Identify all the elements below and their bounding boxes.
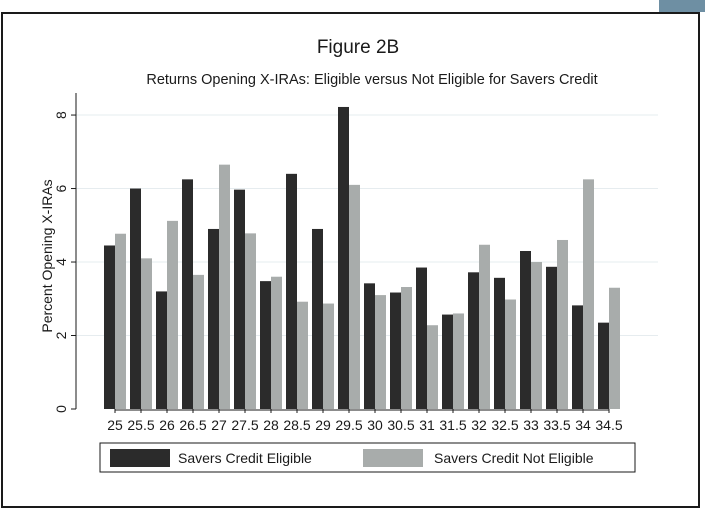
x-tick-label: 33 xyxy=(523,417,539,433)
bar-eligible-32 xyxy=(468,272,479,409)
x-ticks: 25 25.5 26 26.5 27 27.5 28 28.5 29 29.5 30 30.5 31 31… xyxy=(107,409,623,433)
bar-not-eligible-27.5 xyxy=(245,233,256,409)
bar-eligible-25 xyxy=(104,245,115,409)
x-tick-label: 28 xyxy=(263,417,279,433)
bar-eligible-29.5 xyxy=(338,106,349,409)
x-tick-label: 34.5 xyxy=(595,417,622,433)
bar-eligible-33.5 xyxy=(546,266,557,409)
x-tick-label: 29 xyxy=(315,417,331,433)
x-tick-label: 29.5 xyxy=(335,417,362,433)
legend-box xyxy=(99,442,636,473)
bar-not-eligible-25 xyxy=(115,233,126,409)
bar-eligible-29 xyxy=(312,228,323,409)
x-tick-label: 31 xyxy=(419,417,435,433)
bar-not-eligible-26.5 xyxy=(193,274,204,409)
y-tick-label: 2 xyxy=(53,331,69,339)
bar-not-eligible-30 xyxy=(375,295,386,409)
bar-eligible-34.5 xyxy=(598,322,609,409)
chart-title: Figure 2B xyxy=(317,37,399,58)
x-tick-label: 32 xyxy=(471,417,487,433)
bar-not-eligible-28.5 xyxy=(297,301,308,409)
legend-label-not-eligible: Savers Credit Not Eligible xyxy=(434,450,594,466)
bar-not-eligible-30.5 xyxy=(401,287,412,409)
bar-not-eligible-31 xyxy=(427,325,438,409)
bar-eligible-28.5 xyxy=(286,173,297,409)
bar-eligible-31 xyxy=(416,267,427,409)
bar-eligible-27.5 xyxy=(234,189,245,409)
x-tick-label: 27.5 xyxy=(231,417,258,433)
bar-not-eligible-26 xyxy=(167,220,178,409)
bar-eligible-31.5 xyxy=(442,314,453,409)
x-tick-label: 26.5 xyxy=(179,417,206,433)
bar-not-eligible-34.5 xyxy=(609,287,620,409)
x-tick-label: 33.5 xyxy=(543,417,570,433)
legend: Savers Credit Eligible Savers Credit Not… xyxy=(99,442,636,473)
x-tick-label: 26 xyxy=(159,417,175,433)
bar-not-eligible-34 xyxy=(583,179,594,409)
bars xyxy=(104,106,620,409)
x-tick-label: 25 xyxy=(107,417,123,433)
bar-eligible-28 xyxy=(260,281,271,409)
bar-not-eligible-29 xyxy=(323,303,334,409)
x-tick-label: 32.5 xyxy=(491,417,518,433)
chart-subtitle: Returns Opening X-IRAs: Eligible versus … xyxy=(146,72,597,88)
bar-eligible-26 xyxy=(156,291,167,409)
y-ticks: 0 2 4 6 8 xyxy=(53,111,76,413)
bar-eligible-32.5 xyxy=(494,277,505,409)
y-tick-label: 0 xyxy=(53,405,69,413)
x-tick-label: 27 xyxy=(211,417,227,433)
x-tick-label: 30 xyxy=(367,417,383,433)
legend-swatch-eligible xyxy=(110,449,170,467)
bar-eligible-26.5 xyxy=(182,179,193,409)
bar-not-eligible-33 xyxy=(531,262,542,409)
legend-label-eligible: Savers Credit Eligible xyxy=(178,450,312,466)
bar-not-eligible-29.5 xyxy=(349,184,360,409)
x-tick-label: 28.5 xyxy=(283,417,310,433)
bar-not-eligible-27 xyxy=(219,164,230,409)
bar-eligible-27 xyxy=(208,228,219,409)
bar-not-eligible-32.5 xyxy=(505,299,516,409)
bar-eligible-25.5 xyxy=(130,188,141,409)
legend-swatch-not-eligible xyxy=(363,449,423,467)
x-tick-label: 31.5 xyxy=(439,417,466,433)
y-tick-label: 6 xyxy=(53,184,69,192)
bar-eligible-30.5 xyxy=(390,292,401,409)
bar-not-eligible-33.5 xyxy=(557,239,568,409)
bar-not-eligible-32 xyxy=(479,244,490,409)
y-tick-label: 8 xyxy=(53,111,69,119)
y-axis-label: Percent Opening X-IRAs xyxy=(39,179,55,332)
bar-eligible-30 xyxy=(364,283,375,409)
bar-eligible-33 xyxy=(520,251,531,409)
corner-tab xyxy=(659,0,705,12)
x-tick-label: 30.5 xyxy=(387,417,414,433)
bar-eligible-34 xyxy=(572,305,583,409)
x-tick-label: 34 xyxy=(575,417,591,433)
bar-not-eligible-25.5 xyxy=(141,258,152,409)
y-tick-label: 4 xyxy=(53,258,69,266)
bar-not-eligible-31.5 xyxy=(453,313,464,409)
x-tick-label: 25.5 xyxy=(127,417,154,433)
bar-not-eligible-28 xyxy=(271,276,282,409)
